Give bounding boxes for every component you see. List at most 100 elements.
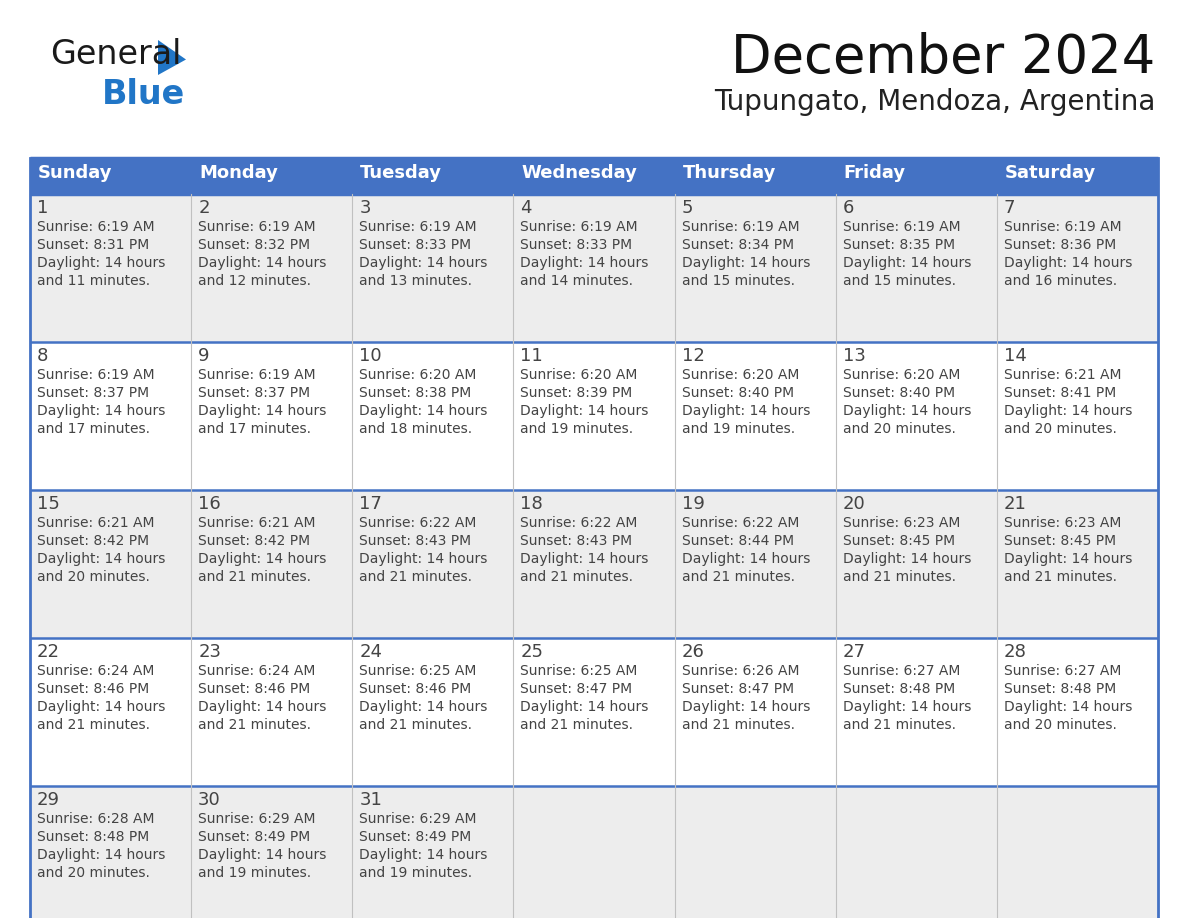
Text: Daylight: 14 hours: Daylight: 14 hours — [359, 700, 487, 714]
Text: General: General — [50, 38, 182, 71]
Text: Sunset: 8:32 PM: Sunset: 8:32 PM — [198, 238, 310, 252]
Text: 15: 15 — [37, 495, 59, 513]
Text: Sunrise: 6:23 AM: Sunrise: 6:23 AM — [1004, 516, 1121, 530]
Bar — [675, 638, 835, 786]
Text: Sunrise: 6:21 AM: Sunrise: 6:21 AM — [37, 516, 154, 530]
Text: 14: 14 — [1004, 347, 1026, 365]
Text: Daylight: 14 hours: Daylight: 14 hours — [359, 404, 487, 418]
Text: Sunrise: 6:27 AM: Sunrise: 6:27 AM — [842, 664, 960, 678]
Text: Sunset: 8:46 PM: Sunset: 8:46 PM — [359, 682, 472, 696]
Text: and 11 minutes.: and 11 minutes. — [37, 274, 150, 288]
Text: Sunset: 8:37 PM: Sunset: 8:37 PM — [37, 386, 150, 400]
Bar — [675, 194, 835, 342]
Text: Sunset: 8:31 PM: Sunset: 8:31 PM — [37, 238, 150, 252]
Text: 1: 1 — [37, 199, 49, 217]
Text: Sunrise: 6:19 AM: Sunrise: 6:19 AM — [1004, 220, 1121, 234]
Bar — [191, 786, 353, 918]
Bar — [353, 158, 513, 194]
Bar — [997, 638, 1158, 786]
Text: Daylight: 14 hours: Daylight: 14 hours — [37, 256, 165, 270]
Text: Daylight: 14 hours: Daylight: 14 hours — [520, 404, 649, 418]
Text: 24: 24 — [359, 643, 383, 661]
Text: 6: 6 — [842, 199, 854, 217]
Text: Sunrise: 6:22 AM: Sunrise: 6:22 AM — [359, 516, 476, 530]
Text: Daylight: 14 hours: Daylight: 14 hours — [359, 552, 487, 566]
Bar — [513, 194, 675, 342]
Text: Sunrise: 6:25 AM: Sunrise: 6:25 AM — [359, 664, 476, 678]
Text: 13: 13 — [842, 347, 866, 365]
Text: Sunset: 8:48 PM: Sunset: 8:48 PM — [1004, 682, 1116, 696]
Bar — [30, 490, 191, 638]
Text: Sunrise: 6:19 AM: Sunrise: 6:19 AM — [37, 220, 154, 234]
Text: Daylight: 14 hours: Daylight: 14 hours — [682, 256, 810, 270]
Text: Daylight: 14 hours: Daylight: 14 hours — [682, 700, 810, 714]
Text: Tuesday: Tuesday — [360, 164, 442, 182]
Text: Saturday: Saturday — [1005, 164, 1097, 182]
Text: Sunset: 8:44 PM: Sunset: 8:44 PM — [682, 534, 794, 548]
Text: and 20 minutes.: and 20 minutes. — [1004, 422, 1117, 436]
Text: and 21 minutes.: and 21 minutes. — [359, 718, 473, 732]
Text: Daylight: 14 hours: Daylight: 14 hours — [198, 552, 327, 566]
Bar — [191, 194, 353, 342]
Bar — [353, 342, 513, 490]
Bar — [30, 194, 191, 342]
Text: Daylight: 14 hours: Daylight: 14 hours — [198, 700, 327, 714]
Text: Sunrise: 6:29 AM: Sunrise: 6:29 AM — [359, 812, 476, 826]
Text: Sunrise: 6:19 AM: Sunrise: 6:19 AM — [842, 220, 960, 234]
Text: Sunday: Sunday — [38, 164, 113, 182]
Text: Sunset: 8:42 PM: Sunset: 8:42 PM — [198, 534, 310, 548]
Text: and 21 minutes.: and 21 minutes. — [682, 570, 795, 584]
Text: Sunset: 8:33 PM: Sunset: 8:33 PM — [359, 238, 472, 252]
Bar — [353, 194, 513, 342]
Bar — [191, 490, 353, 638]
Text: Sunset: 8:47 PM: Sunset: 8:47 PM — [520, 682, 632, 696]
Bar — [675, 786, 835, 918]
Text: Wednesday: Wednesday — [522, 164, 637, 182]
Text: Sunrise: 6:20 AM: Sunrise: 6:20 AM — [359, 368, 476, 382]
Bar — [30, 638, 191, 786]
Bar — [997, 158, 1158, 194]
Text: Daylight: 14 hours: Daylight: 14 hours — [198, 848, 327, 862]
Text: Sunset: 8:46 PM: Sunset: 8:46 PM — [37, 682, 150, 696]
Text: 29: 29 — [37, 791, 61, 809]
Text: and 18 minutes.: and 18 minutes. — [359, 422, 473, 436]
Text: 23: 23 — [198, 643, 221, 661]
Text: Monday: Monday — [200, 164, 278, 182]
Text: 12: 12 — [682, 347, 704, 365]
Text: and 20 minutes.: and 20 minutes. — [842, 422, 955, 436]
Text: Sunset: 8:43 PM: Sunset: 8:43 PM — [359, 534, 472, 548]
Text: and 15 minutes.: and 15 minutes. — [682, 274, 795, 288]
Bar — [835, 786, 997, 918]
Text: and 16 minutes.: and 16 minutes. — [1004, 274, 1117, 288]
Text: 4: 4 — [520, 199, 532, 217]
Text: Sunrise: 6:21 AM: Sunrise: 6:21 AM — [198, 516, 316, 530]
Text: Daylight: 14 hours: Daylight: 14 hours — [842, 404, 971, 418]
Text: Sunrise: 6:20 AM: Sunrise: 6:20 AM — [520, 368, 638, 382]
Text: and 19 minutes.: and 19 minutes. — [520, 422, 633, 436]
Text: 31: 31 — [359, 791, 383, 809]
Text: Sunrise: 6:25 AM: Sunrise: 6:25 AM — [520, 664, 638, 678]
Text: 28: 28 — [1004, 643, 1026, 661]
Text: Sunset: 8:40 PM: Sunset: 8:40 PM — [842, 386, 955, 400]
Text: Daylight: 14 hours: Daylight: 14 hours — [842, 700, 971, 714]
Text: Daylight: 14 hours: Daylight: 14 hours — [1004, 700, 1132, 714]
Text: Sunrise: 6:24 AM: Sunrise: 6:24 AM — [37, 664, 154, 678]
Text: Daylight: 14 hours: Daylight: 14 hours — [37, 700, 165, 714]
Text: Sunset: 8:35 PM: Sunset: 8:35 PM — [842, 238, 955, 252]
Text: Sunset: 8:41 PM: Sunset: 8:41 PM — [1004, 386, 1116, 400]
Text: and 20 minutes.: and 20 minutes. — [37, 866, 150, 880]
Bar — [997, 342, 1158, 490]
Text: 10: 10 — [359, 347, 381, 365]
Bar — [835, 158, 997, 194]
Text: Daylight: 14 hours: Daylight: 14 hours — [682, 552, 810, 566]
Text: and 21 minutes.: and 21 minutes. — [520, 570, 633, 584]
Text: 5: 5 — [682, 199, 693, 217]
Bar — [30, 342, 191, 490]
Text: and 21 minutes.: and 21 minutes. — [842, 570, 955, 584]
Text: Sunrise: 6:24 AM: Sunrise: 6:24 AM — [198, 664, 316, 678]
Text: Sunrise: 6:29 AM: Sunrise: 6:29 AM — [198, 812, 316, 826]
Text: Sunset: 8:39 PM: Sunset: 8:39 PM — [520, 386, 633, 400]
Text: Sunset: 8:42 PM: Sunset: 8:42 PM — [37, 534, 150, 548]
Text: and 21 minutes.: and 21 minutes. — [37, 718, 150, 732]
Text: Sunset: 8:43 PM: Sunset: 8:43 PM — [520, 534, 632, 548]
